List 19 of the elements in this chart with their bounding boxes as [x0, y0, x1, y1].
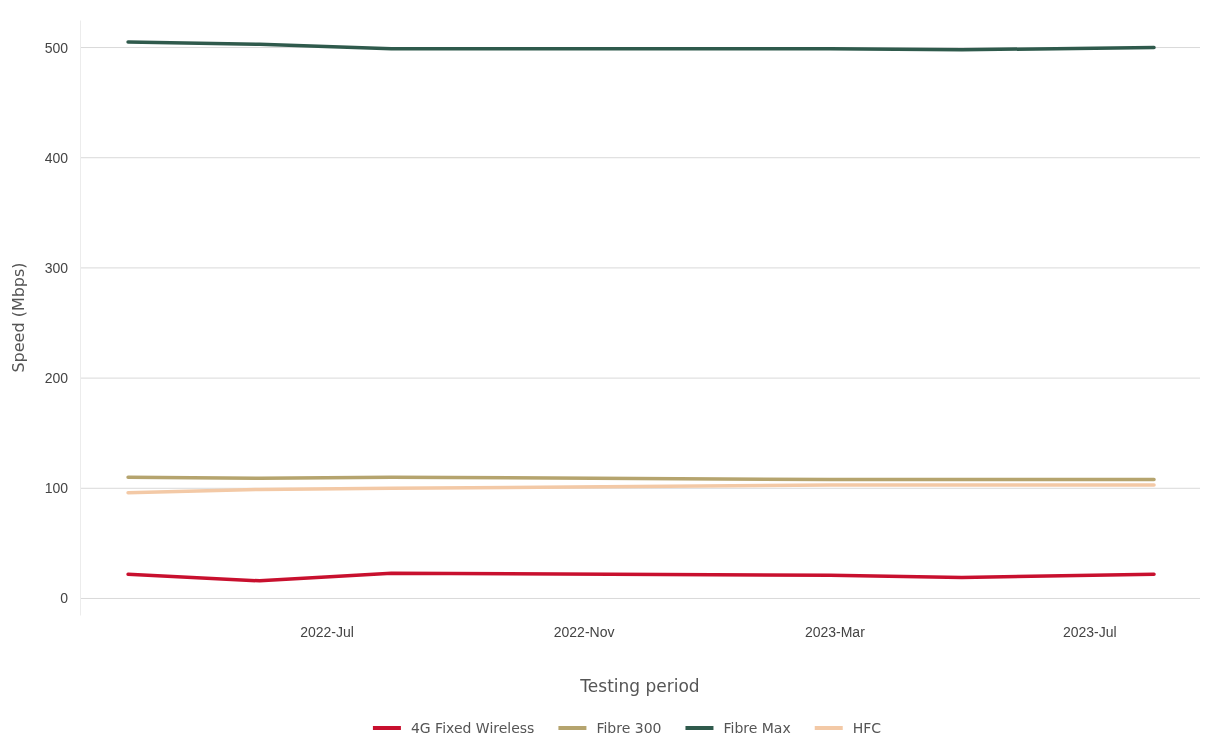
line-series	[126, 483, 1156, 495]
y-axis-title: Speed (Mbps)	[9, 262, 28, 373]
legend-label: Fibre Max	[723, 720, 791, 736]
x-tick-label: 2023-Mar	[804, 623, 866, 640]
x-tick-label: 2022-Jul	[300, 623, 354, 640]
y-tick-label: 0	[60, 590, 69, 607]
y-tick-label: 500	[44, 39, 69, 56]
x-axis-title: Testing period	[579, 676, 700, 696]
y-tick-label: 100	[44, 480, 69, 497]
x-tick-label: 2023-Jul	[1062, 623, 1117, 640]
y-tick-label: 300	[44, 259, 69, 276]
x-tick-label: 2022-Nov	[553, 623, 615, 640]
legend-label: 4G Fixed Wireless	[410, 720, 535, 736]
y-tick-label: 400	[44, 149, 69, 166]
legend-label: HFC	[852, 720, 882, 736]
line-series	[126, 571, 1156, 583]
legend-label: Fibre 300	[596, 720, 662, 736]
y-tick-label: 200	[44, 370, 69, 387]
line-series	[126, 40, 1156, 52]
